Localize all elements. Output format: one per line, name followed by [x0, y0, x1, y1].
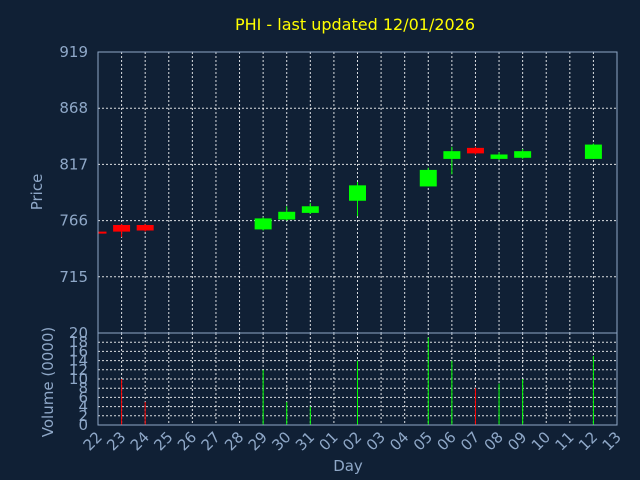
x-tick-label: 03	[363, 428, 389, 454]
volume-tick-label: 8	[78, 379, 88, 397]
candle-body	[301, 206, 319, 213]
x-tick-label: 29	[245, 428, 271, 454]
x-tick-label: 06	[433, 428, 459, 454]
volume-tick-label: 14	[69, 352, 88, 370]
x-tick-label: 13	[599, 428, 625, 454]
x-tick-label: 11	[551, 428, 577, 454]
price-tick-labels: 919 868 817 766 715	[59, 43, 88, 286]
candle-body	[98, 231, 107, 234]
volume-tick-label: 2	[78, 407, 88, 425]
candle-body	[443, 151, 461, 159]
price-tick-label: 868	[59, 99, 88, 117]
volume-axis-label: Volume (0000)	[39, 327, 57, 437]
price-tick-label: 766	[59, 212, 88, 230]
x-tick-label: 10	[528, 428, 554, 454]
candle-body	[254, 218, 272, 230]
volume-tick-label: 18	[69, 333, 88, 351]
candle-body	[490, 154, 508, 159]
volume-tick-label: 4	[78, 398, 88, 416]
x-tick-label: 24	[127, 428, 153, 454]
x-tick-label: 02	[339, 428, 365, 454]
candle-body	[419, 169, 437, 187]
price-axis-label: Price	[28, 174, 46, 211]
volume-panel-frame	[97, 332, 618, 426]
x-tick-label: 01	[316, 428, 342, 454]
x-tick-labels: 2223242526272829303101020304050607080910…	[80, 428, 625, 454]
x-tick-label: 09	[504, 428, 530, 454]
price-tick-label: 817	[59, 155, 88, 173]
volume-tick-label: 6	[78, 388, 88, 406]
candlestick-series	[97, 143, 602, 238]
x-tick-label: 30	[268, 428, 294, 454]
volume-tick-label: 12	[69, 361, 88, 379]
x-tick-label: 25	[150, 428, 176, 454]
price-grid	[97, 51, 618, 333]
x-axis-label: Day	[333, 457, 363, 475]
volume-bars	[97, 337, 594, 425]
x-tick-label: 27	[198, 428, 224, 454]
volume-tick-label: 20	[69, 324, 88, 342]
x-tick-label: 04	[386, 428, 412, 454]
x-tick-label: 23	[103, 428, 129, 454]
candle-body	[278, 211, 296, 220]
candle-body	[466, 147, 484, 154]
x-tick-label: 05	[410, 428, 436, 454]
x-tick-label: 12	[575, 428, 601, 454]
candle-body	[113, 225, 131, 232]
x-tick-label: 31	[292, 428, 318, 454]
candle-body	[584, 144, 602, 159]
price-tick-label: 715	[59, 268, 88, 286]
volume-tick-label: 0	[78, 416, 88, 434]
price-tick-label: 919	[59, 43, 88, 61]
x-tick-label: 07	[457, 428, 483, 454]
x-tick-label: 28	[221, 428, 247, 454]
candle-body	[136, 225, 154, 231]
x-tick-label: 26	[174, 428, 200, 454]
candle-body	[349, 185, 366, 201]
x-tick-label: 08	[481, 428, 507, 454]
volume-tick-label: 16	[69, 342, 88, 360]
candle-body	[514, 151, 532, 158]
chart-title: PHI - last updated 12/01/2026	[235, 15, 475, 34]
volume-tick-label: 10	[69, 370, 88, 388]
